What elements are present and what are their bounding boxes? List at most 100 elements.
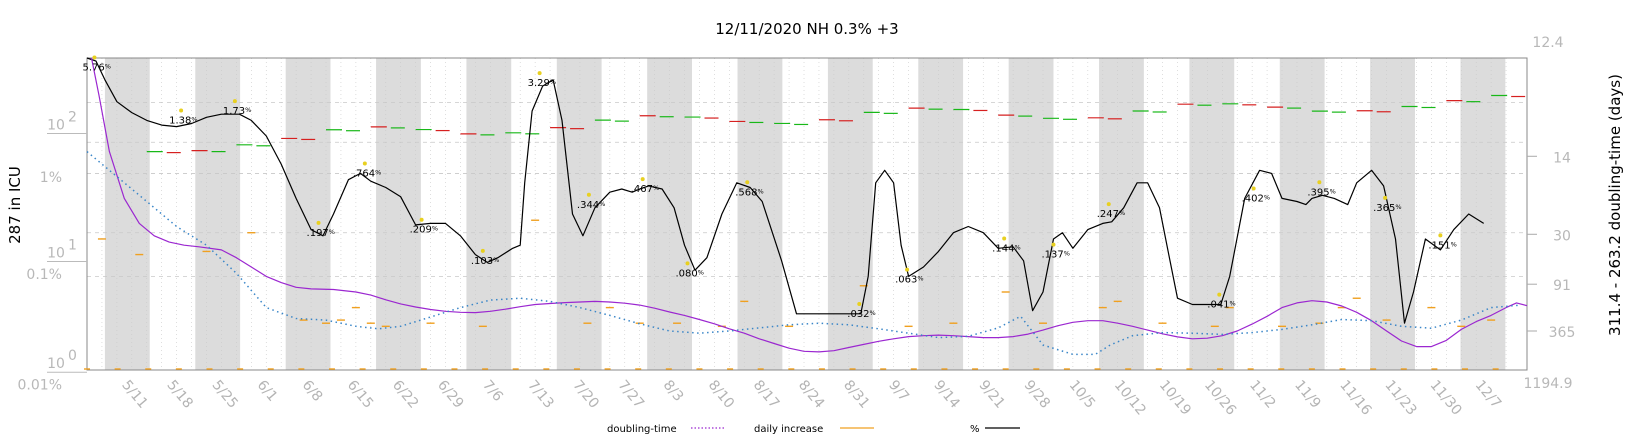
- week-band: [1460, 58, 1506, 370]
- point-label: .032%: [847, 309, 875, 320]
- left-axis-tick-label: 10: [47, 118, 65, 134]
- x-axis-tick-label: 6/15: [344, 377, 376, 411]
- week-band: [827, 58, 873, 370]
- x-axis-tick-label: 5/25: [209, 377, 241, 411]
- week-band: [1279, 58, 1325, 370]
- point-label-unit: %: [375, 169, 381, 177]
- right-axis-tick-label: 14: [1553, 150, 1571, 166]
- series-lines: [86, 57, 1528, 356]
- point-marker: [316, 220, 321, 225]
- point-label: .197%: [307, 228, 335, 239]
- point-marker: [905, 267, 910, 272]
- x-axis-tick-label: 9/28: [1021, 377, 1053, 411]
- point-marker: [362, 161, 367, 166]
- point-marker: [1051, 242, 1056, 247]
- week-band: [376, 58, 421, 370]
- x-axis-tick-label: 7/13: [524, 377, 556, 411]
- x-axis-tick-label: 6/1: [254, 377, 281, 405]
- point-marker: [1251, 186, 1256, 191]
- x-axis-tick-label: 8/3: [660, 377, 687, 405]
- point-label: .041%: [1207, 300, 1235, 311]
- week-band: [285, 58, 331, 370]
- left-axis-percent-label: 0.01%: [18, 378, 62, 394]
- point-label: .467%: [631, 184, 659, 195]
- week-band: [1370, 58, 1415, 370]
- x-axis-tick-label: 6/8: [299, 377, 326, 405]
- point-marker: [1383, 195, 1388, 200]
- series-line-0: [86, 57, 1485, 324]
- point-marker: [1317, 180, 1322, 185]
- point-label-unit: %: [432, 225, 438, 233]
- week-band: [556, 58, 602, 370]
- x-axis-tick-label: 7/20: [569, 377, 601, 411]
- point-label: 5.76%: [82, 62, 110, 73]
- point-label-unit: %: [329, 228, 335, 236]
- point-label-unit: %: [191, 116, 197, 124]
- week-band: [104, 58, 150, 370]
- left-axis-percent-label: 0.1%: [26, 267, 62, 283]
- point-label-unit: %: [917, 275, 923, 283]
- point-label-unit: %: [653, 184, 659, 192]
- point-label: 3.29%: [528, 78, 556, 89]
- point-marker: [586, 192, 591, 197]
- series-line-1: [90, 57, 1528, 353]
- x-axis-tick-label: 8/10: [705, 377, 737, 411]
- point-label: .151%: [1428, 240, 1456, 251]
- point-label: .402%: [1242, 194, 1270, 205]
- point-labels: 5.76% 1.38% 1.73% .764% .197% .209% .103% 3.29%…: [82, 55, 1457, 320]
- point-label: .144%: [992, 243, 1020, 254]
- point-label: .395%: [1307, 187, 1335, 198]
- point-label: .247%: [1097, 209, 1125, 220]
- x-axis-tick-label: 9/21: [975, 377, 1007, 411]
- x-axis-tick-label: 9/7: [885, 377, 912, 405]
- right-axis-top-label: 12.4: [1532, 35, 1563, 51]
- legend: doubling-time daily increase %: [607, 424, 1020, 435]
- x-axis-tick-label: 11/30: [1427, 377, 1465, 418]
- point-label-unit: %: [1119, 209, 1125, 217]
- point-label-unit: %: [599, 200, 605, 208]
- x-axis-tick-label: 11/23: [1381, 377, 1419, 418]
- x-axis-tick-label: 8/24: [795, 377, 828, 411]
- x-axis-tick-label: 10/5: [1066, 377, 1098, 411]
- x-axis-tick-label: 9/14: [930, 377, 963, 411]
- left-axis-tick-exponent: 2: [68, 110, 77, 126]
- point-label: .103%: [471, 256, 499, 267]
- x-axis-tick-label: 8/17: [750, 377, 782, 411]
- point-label-unit: %: [1014, 243, 1020, 251]
- point-marker: [537, 71, 542, 76]
- week-band: [1008, 58, 1054, 370]
- point-marker: [232, 99, 237, 104]
- x-axis-tick-label: 10/26: [1201, 377, 1239, 418]
- point-label-unit: %: [105, 62, 111, 70]
- point-marker: [1002, 236, 1007, 241]
- point-marker: [1106, 202, 1111, 207]
- x-axis-tick-label: 6/22: [389, 377, 421, 411]
- daily-increase-marks: [84, 219, 1499, 370]
- point-marker: [1217, 292, 1222, 297]
- point-label: .365%: [1373, 203, 1401, 214]
- week-band: [195, 58, 241, 370]
- point-label-unit: %: [758, 187, 764, 195]
- legend-daily-increase-label: daily increase: [754, 424, 823, 435]
- point-label: .209%: [410, 225, 438, 236]
- point-label-unit: %: [1064, 250, 1070, 258]
- point-label-unit: %: [698, 268, 704, 276]
- plot-border: [86, 57, 1528, 371]
- plot-frame: [86, 57, 1528, 371]
- x-axis-tick-label: 12/7: [1472, 377, 1504, 411]
- legend-percent-label: %: [970, 424, 980, 435]
- right-axis-tick-label: 365: [1549, 325, 1576, 341]
- point-label-unit: %: [1330, 187, 1336, 195]
- right-axis-tick-label: 91: [1553, 278, 1571, 294]
- point-label: .063%: [895, 275, 923, 286]
- x-axis-tick-label: 5/11: [118, 377, 150, 411]
- right-axis-title: 311.4 - 263.2 doubling-time (days): [1606, 74, 1624, 336]
- point-label-unit: %: [245, 106, 251, 114]
- point-label-unit: %: [1395, 203, 1401, 211]
- weekend-bands: [104, 58, 1506, 370]
- point-label-unit: %: [1230, 300, 1236, 308]
- point-label-unit: %: [1451, 240, 1457, 248]
- right-axis-tick-label: 30: [1553, 228, 1571, 244]
- x-axis-tick-label: 7/6: [479, 377, 506, 405]
